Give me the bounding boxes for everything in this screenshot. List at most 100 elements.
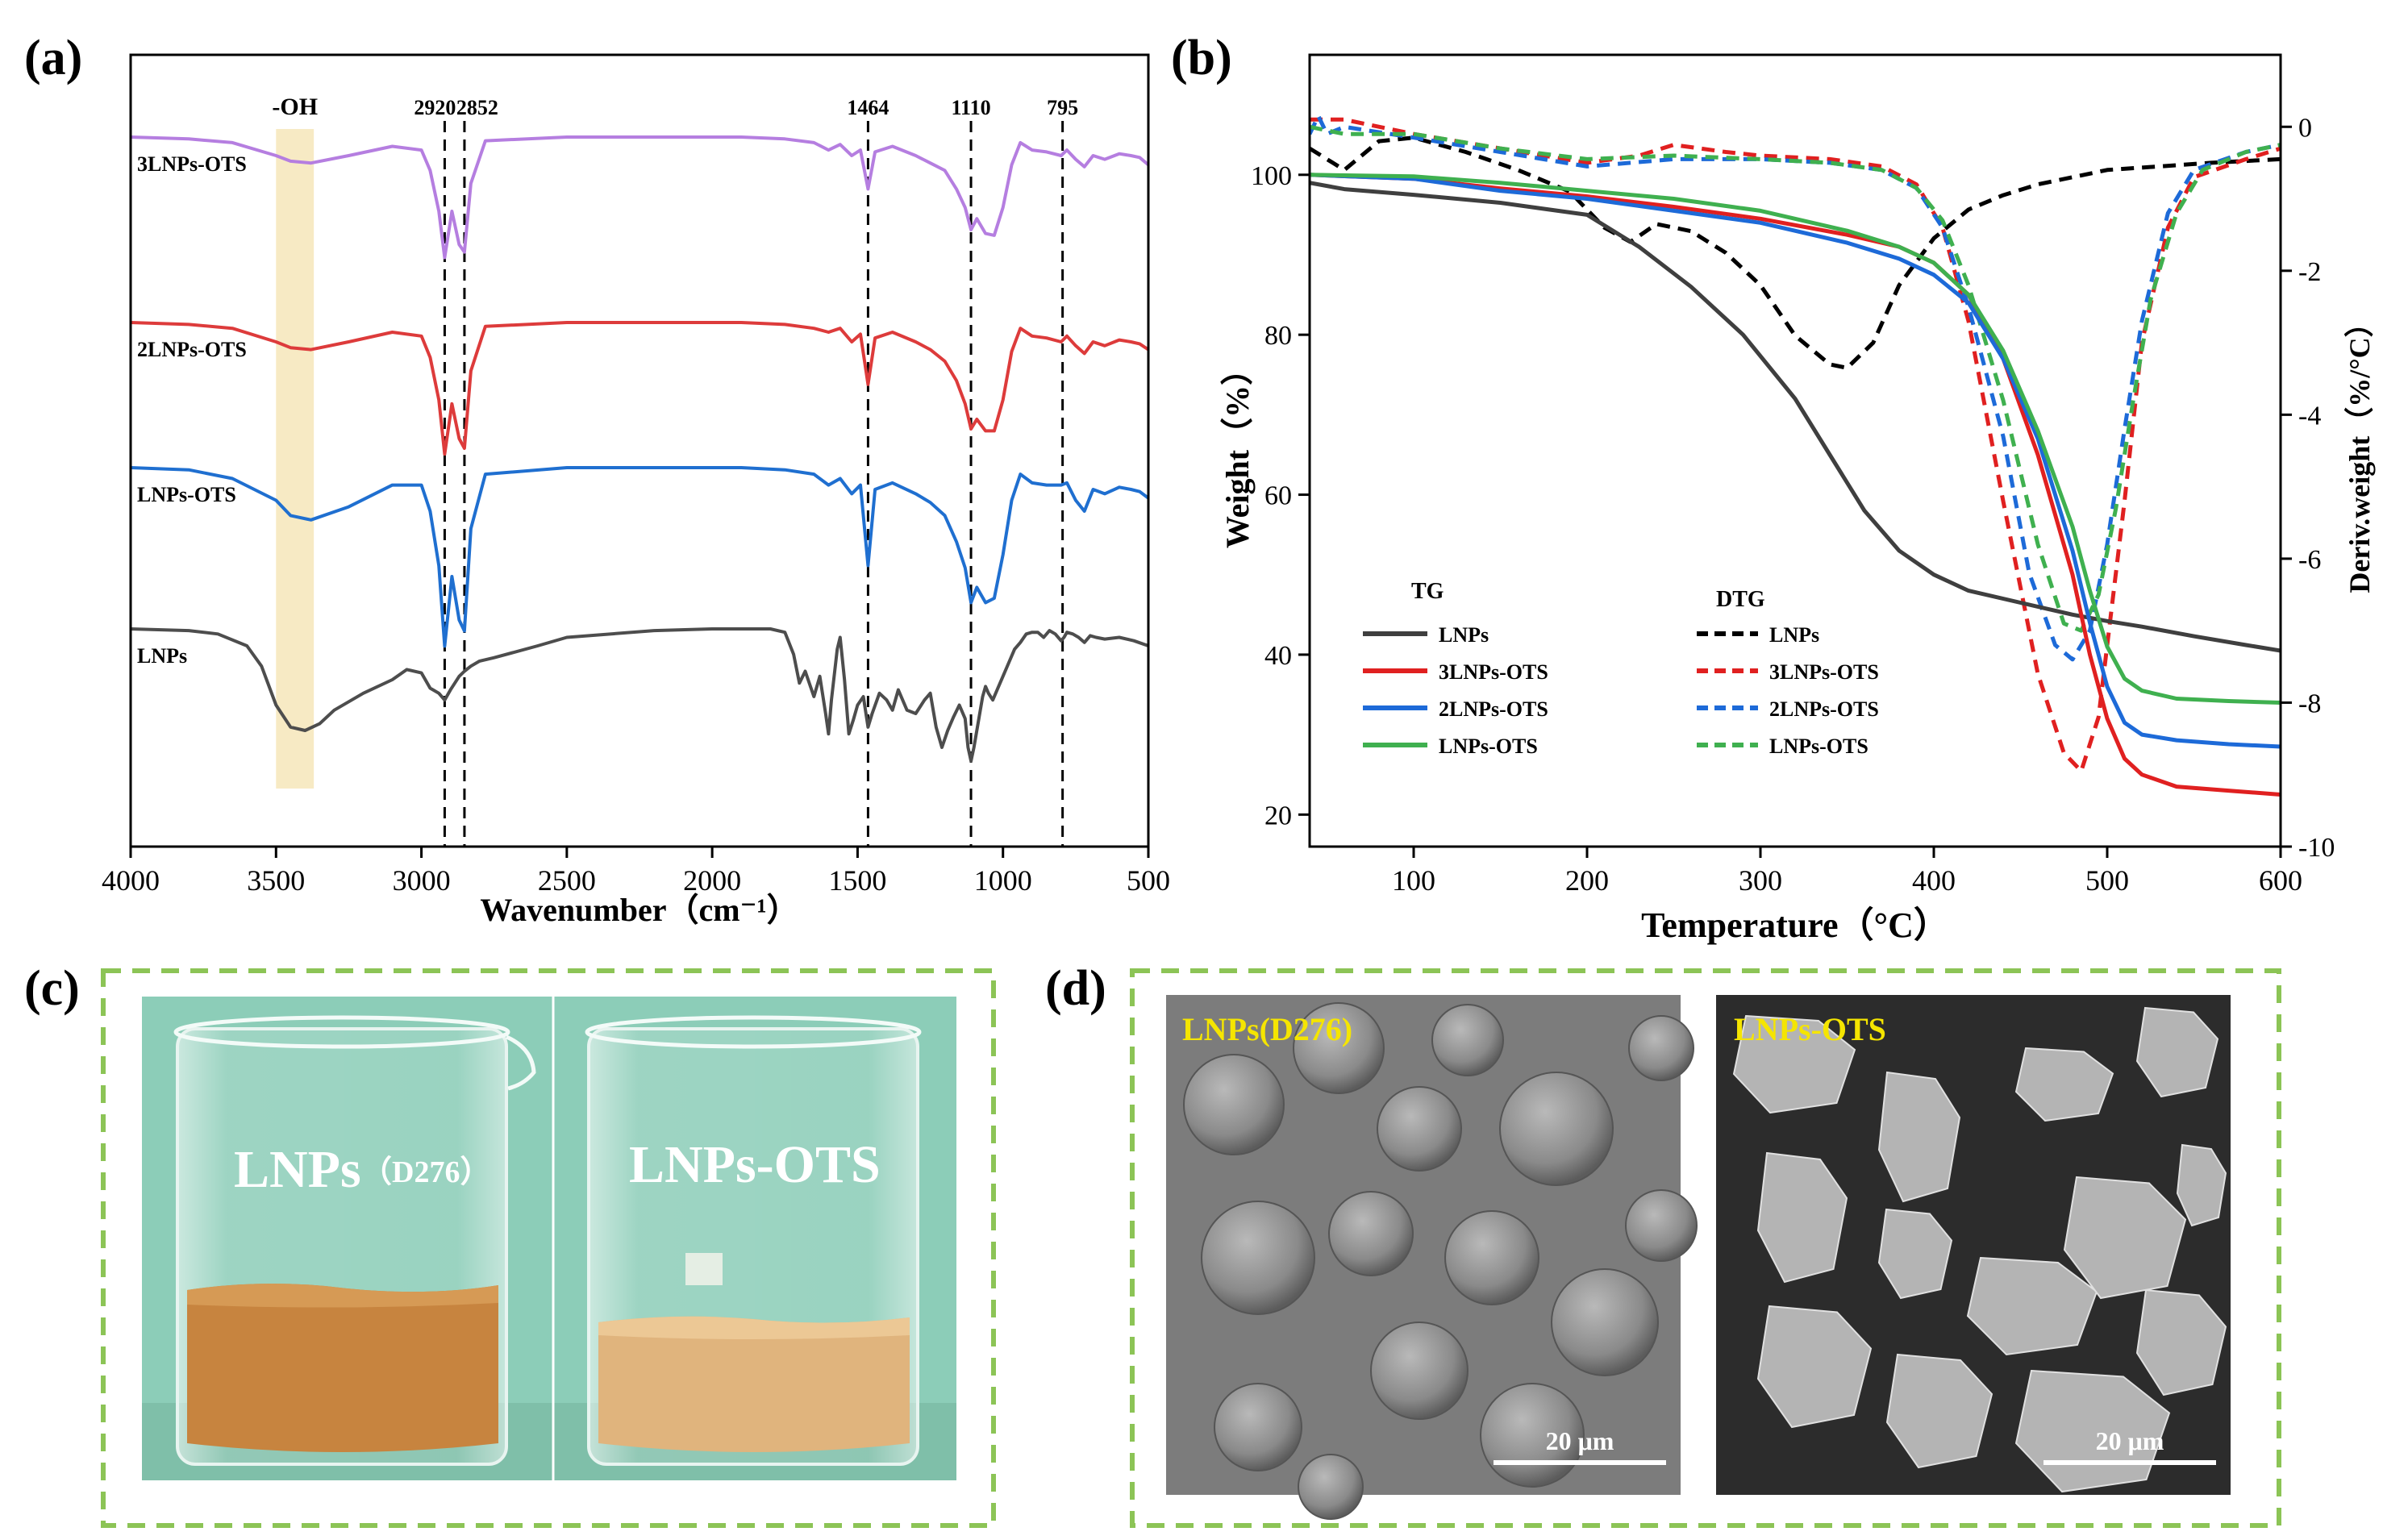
panel-d-dashed-frame <box>1130 968 2281 1528</box>
sem-sphere <box>1370 1321 1469 1420</box>
beaker-photo-panel: LNPs （D276） LNPs-OTS <box>101 968 996 1528</box>
beaker-left-sublabel: （D276） <box>361 1155 490 1189</box>
legend-tg-label: LNPs-OTS <box>1439 735 1538 758</box>
beaker-left-spout <box>505 1034 536 1091</box>
legend-dtg-label: 3LNPs-OTS <box>1769 660 1879 684</box>
sem-flake <box>2135 1006 2219 1098</box>
panel-c-label: (c) <box>24 961 80 1016</box>
sem-sphere <box>1625 1189 1698 1262</box>
tga-x-tick-label: 200 <box>1565 864 1609 897</box>
legend-tg-title: TG <box>1411 579 1444 604</box>
sem-flake <box>2176 1143 2227 1227</box>
tga-x-tick-label: 400 <box>1912 864 1956 897</box>
tga-plot-frame <box>1308 53 2282 848</box>
tga-x-tick-label: 600 <box>2259 864 2302 897</box>
sem-sphere <box>1551 1268 1659 1376</box>
ftir-x-tick-label: 1000 <box>974 864 1032 897</box>
ftir-series-lnps <box>131 627 1148 763</box>
sem-flake <box>1966 1256 2098 1356</box>
sem-flake <box>1885 1353 1993 1469</box>
tga-x-tick-label: 500 <box>2085 864 2129 897</box>
tga-y2-tick-label: -8 <box>2298 689 2321 718</box>
tga-y2-tick-label: 0 <box>2298 113 2312 143</box>
ftir-peak-label: 2920 <box>414 96 456 119</box>
ftir-series-label: 3LNPs-OTS <box>137 152 247 176</box>
legend-dtg-label: LNPs-OTS <box>1769 735 1868 758</box>
sem-sphere <box>1444 1210 1539 1305</box>
panel-c-dashed-frame <box>101 968 996 1528</box>
sem-flake <box>2063 1176 2187 1300</box>
beaker-right-sticker <box>685 1253 723 1285</box>
sem-flake <box>2014 1047 2114 1122</box>
sem-flake <box>1732 1014 1856 1114</box>
sem-left-particles <box>1183 1002 1698 1520</box>
tg-curve-2lnps-ots <box>1310 173 2281 749</box>
tga-chart: 100 200 300 400 500 600 20 40 60 80 100 0 -2 -4 -6 -8… <box>1219 53 2376 945</box>
sem-flake <box>1756 1305 1873 1429</box>
ftir-peak-label: 1110 <box>951 96 990 119</box>
sem-sphere <box>1328 1191 1414 1276</box>
tga-y-axis-label: Weight（%） <box>1219 353 1256 548</box>
legend-tg-label: 3LNPs-OTS <box>1439 660 1548 684</box>
tga-y-tick-label: 20 <box>1264 801 1292 830</box>
ftir-peak-label: 2852 <box>456 96 498 119</box>
sem-left-scale-label: 20 μm <box>1546 1426 1614 1455</box>
tg-curve-lnps <box>1310 181 2281 653</box>
sem-sphere <box>1214 1383 1302 1471</box>
sem-sphere <box>1628 1015 1694 1081</box>
beaker-left: LNPs （D276） <box>173 1015 536 1466</box>
tga-legend: TG DTG LNPs 3LNPs-OTS 2LNPs-OTS LNPs-OTS LNP… <box>1363 579 1879 758</box>
ftir-series-3lnps-ots <box>131 135 1148 260</box>
sem-flake <box>1756 1151 1848 1284</box>
sem-flake <box>1877 1071 1961 1203</box>
tga-y-tick-label: 80 <box>1264 321 1292 351</box>
ftir-x-tick-label: 2000 <box>683 864 741 897</box>
ftir-series-label: LNPs-OTS <box>137 483 236 506</box>
beaker-left-powder-top <box>187 1283 498 1308</box>
beaker-right: LNPs-OTS <box>585 1015 922 1466</box>
beaker-right-label: LNPs-OTS <box>629 1135 881 1194</box>
sem-left-label: LNPs(D276) <box>1182 1011 1352 1047</box>
sem-flake <box>1877 1208 1953 1300</box>
sem-right-label: LNPs-OTS <box>1734 1011 1886 1047</box>
ftir-x-tick-label: 4000 <box>102 864 160 897</box>
tga-y2-tick-label: -4 <box>2298 401 2321 431</box>
beaker-left-label: LNPs <box>234 1140 361 1199</box>
tga-y-tick-label: 60 <box>1264 481 1292 511</box>
tga-x-tick-label: 100 <box>1392 864 1435 897</box>
tga-y2-axis-label: Deriv.weight（%/°C） <box>2343 308 2376 593</box>
tga-x-tick-label: 300 <box>1739 864 1782 897</box>
ftir-series-label: LNPs <box>137 644 187 668</box>
sem-panel: LNPs(D276) 20 μm LNPs-OTS 20 μm <box>1130 968 2281 1528</box>
ftir-series-lnps-ots <box>131 466 1148 648</box>
beaker-right-rim <box>585 1015 922 1049</box>
ftir-x-tick-label: 500 <box>1127 864 1170 897</box>
beaker-left-rim <box>173 1015 510 1049</box>
panel-b-label: (b) <box>1171 31 1232 85</box>
tga-y2-tick-label: -2 <box>2298 257 2321 287</box>
beaker-right-powder-top <box>598 1316 910 1339</box>
beaker-left-powder <box>187 1283 498 1452</box>
tga-y-tick-label: 100 <box>1251 161 1292 191</box>
ftir-x-tick-label: 3000 <box>393 864 451 897</box>
ftir-x-tick-label: 3500 <box>247 864 305 897</box>
legend-dtg-label: LNPs <box>1769 623 1819 647</box>
panel-a-label: (a) <box>24 31 82 85</box>
dtg-curve-2lnps-ots <box>1310 114 2281 662</box>
dtg-curve-lnps-ots <box>1310 124 2281 633</box>
sem-sphere <box>1293 1002 1385 1094</box>
ftir-x-tick-label: 1500 <box>828 864 886 897</box>
tga-y-tick-label: 40 <box>1264 641 1292 671</box>
sem-sphere <box>1183 1054 1285 1155</box>
sem-right-particles <box>1732 1006 2227 1493</box>
tg-curve-lnps-ots <box>1310 173 2281 705</box>
ftir-chart: -OH 2920 2852 1464 1110 795 3LNPs-OTS 2LNPs-O… <box>102 53 1170 928</box>
beaker-right-powder <box>598 1316 910 1452</box>
tga-y2-tick-label: -10 <box>2298 833 2335 863</box>
legend-tg-label: 2LNPs-OTS <box>1439 697 1548 721</box>
sem-sphere <box>1499 1072 1614 1186</box>
sem-sphere <box>1201 1201 1315 1315</box>
legend-dtg-label: 2LNPs-OTS <box>1769 697 1879 721</box>
ftir-oh-band <box>276 129 315 789</box>
